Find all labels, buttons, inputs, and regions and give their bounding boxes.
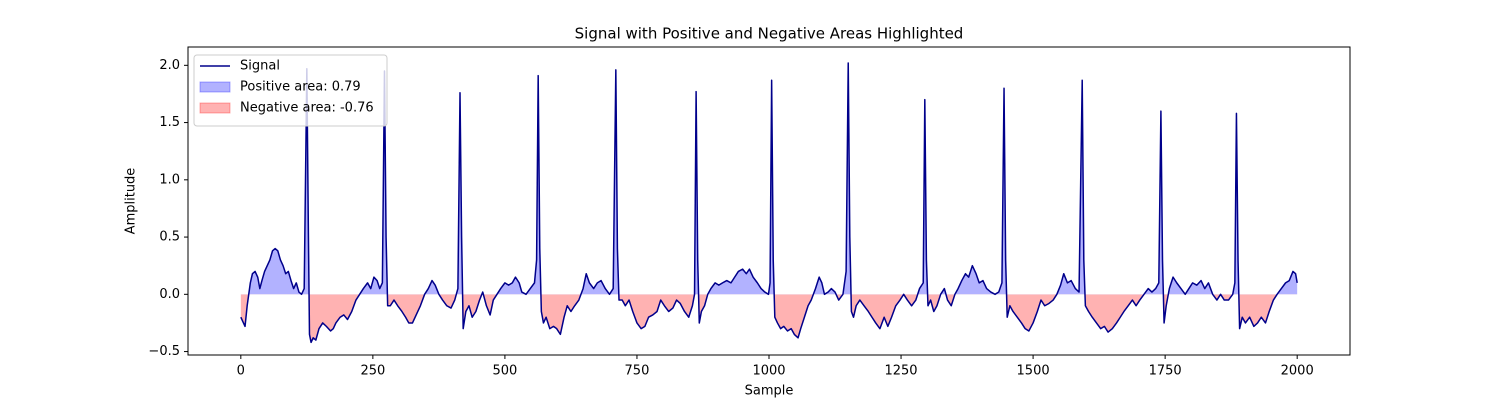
- x-tick-label: 500: [492, 364, 517, 379]
- x-tick-label: 1000: [752, 364, 785, 379]
- legend-patch: [199, 102, 231, 114]
- x-tick-label: 1500: [1017, 364, 1050, 379]
- y-axis-label: Amplitude: [124, 168, 139, 235]
- y-tick-label: 2.0: [159, 58, 180, 73]
- legend-label: Signal: [240, 59, 280, 74]
- x-tick-label: 250: [360, 364, 385, 379]
- signal-line: [240, 62, 1298, 344]
- x-tick-label: 2000: [1281, 364, 1314, 379]
- y-tick-label: 0.0: [159, 287, 180, 302]
- x-tick-label: 0: [237, 364, 245, 379]
- legend-box: [193, 54, 388, 127]
- legend-label: Negative area: -0.76: [240, 101, 374, 116]
- x-axis-label: Sample: [745, 384, 794, 399]
- chart-title: Signal with Positive and Negative Areas …: [575, 25, 964, 43]
- legend-label: Positive area: 0.79: [240, 80, 361, 95]
- negative-area: [240, 294, 1298, 343]
- y-tick-label: −0.5: [148, 344, 180, 359]
- x-tick-label: 1750: [1149, 364, 1182, 379]
- y-tick-label: 1.0: [159, 172, 180, 187]
- y-tick-label: 0.5: [159, 230, 180, 245]
- legend-patch: [199, 81, 231, 93]
- x-tick-label: 1250: [884, 364, 917, 379]
- y-tick-label: 1.5: [159, 115, 180, 130]
- x-tick-label: 750: [625, 364, 650, 379]
- legend: Signal Positive area: 0.79 Negative area: …: [193, 54, 388, 127]
